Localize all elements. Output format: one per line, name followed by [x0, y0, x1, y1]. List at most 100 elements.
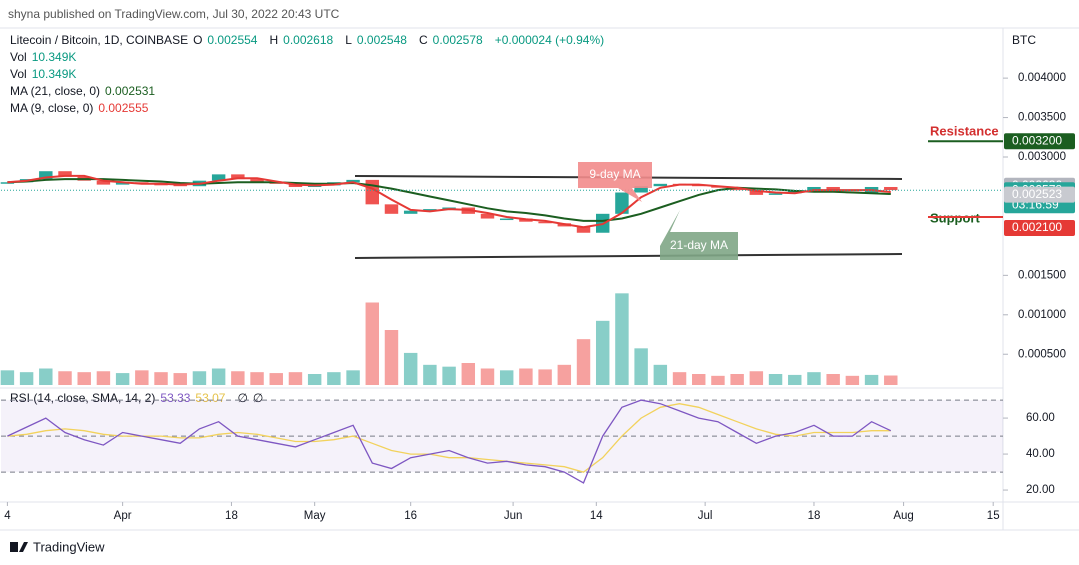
candle — [403, 210, 418, 214]
x-tick-label: May — [304, 510, 326, 522]
volume-bar — [211, 368, 226, 385]
candle — [749, 190, 764, 195]
candle — [211, 174, 226, 181]
candle — [807, 186, 821, 191]
legend-item: ∅ — [237, 391, 247, 405]
volume-bar — [346, 370, 360, 385]
candle — [250, 179, 264, 183]
y-tick-label: 0.001500 — [1018, 269, 1066, 281]
x-tick-label: Apr — [114, 510, 132, 522]
price-badge-label: 0.002100 — [1012, 220, 1062, 234]
y-tick-label: 0.003000 — [1018, 151, 1066, 163]
x-tick-label: 15 — [987, 510, 1000, 522]
candle — [634, 186, 648, 193]
rsi-tick-label: 60.00 — [1026, 412, 1055, 424]
volume-bar — [77, 372, 91, 385]
y-tick-label: 0.003500 — [1018, 112, 1066, 124]
legend-item: Vol — [10, 67, 27, 81]
candle — [653, 183, 668, 187]
volume-bar — [461, 363, 476, 385]
legend-item: 10.349K — [32, 50, 77, 64]
currency: BTC — [1012, 33, 1036, 47]
ma9-label: 9-day MA — [589, 167, 640, 181]
candle — [115, 182, 130, 185]
volume-bar — [269, 373, 283, 385]
volume-bar — [653, 364, 668, 385]
legend-item: ∅ — [253, 391, 263, 405]
volume-bar — [692, 374, 706, 385]
rsi-line — [7, 399, 892, 484]
volume-bar — [288, 372, 303, 385]
candle — [788, 190, 802, 194]
candle — [538, 221, 552, 224]
candle — [231, 174, 245, 180]
price-badge — [1004, 133, 1075, 150]
rsi-sma-line — [7, 403, 891, 473]
x-tick-label: 14 — [590, 510, 603, 522]
volume-bar — [499, 370, 514, 385]
volume-bar — [884, 375, 898, 385]
volume-bar — [519, 368, 533, 385]
x-tick-label: 18 — [808, 510, 821, 522]
legend-item: RSI (14, close, SMA, 14, 2) — [10, 391, 155, 405]
volume-bar — [711, 375, 725, 385]
price-badge — [1004, 220, 1075, 237]
volume-bar — [307, 374, 322, 385]
y-tick-label: 0.004000 — [1018, 72, 1066, 84]
volume-bar — [58, 371, 72, 385]
rsi-tick-label: 20.00 — [1026, 484, 1055, 496]
x-tick-label: Jun — [504, 510, 523, 522]
legend-item: 0.002548 — [357, 33, 407, 47]
candle — [0, 182, 15, 184]
volume-bar — [135, 370, 149, 385]
legend-item: L — [345, 33, 352, 47]
x-tick-label: 18 — [225, 510, 238, 522]
legend-item: 10.349K — [32, 67, 77, 81]
volume-bar — [423, 364, 437, 385]
price-badge-label: 0.002523 — [1012, 187, 1062, 201]
volume-bar — [327, 372, 341, 385]
footer: TradingView — [33, 539, 105, 554]
x-tick-label: Aug — [893, 510, 913, 522]
header: shyna published on TradingView.com, Jul … — [8, 7, 340, 21]
volume-bar — [768, 374, 783, 385]
candle — [768, 193, 783, 195]
volume-bar — [403, 352, 418, 385]
legend-item: 0.002618 — [283, 33, 333, 47]
x-tick-label: 16 — [404, 510, 417, 522]
y-tick-label: 0.001000 — [1018, 309, 1066, 321]
legend-item: 53.33 — [160, 391, 190, 405]
volume-bar — [231, 371, 245, 385]
volume-bar — [595, 320, 610, 385]
legend-item: 53.07 — [195, 391, 225, 405]
volume-bar — [826, 374, 840, 385]
volume-bar — [173, 373, 187, 385]
legend-item: 0.002555 — [98, 101, 148, 115]
volume-bar — [576, 339, 591, 385]
candle — [480, 213, 495, 219]
logo — [10, 542, 28, 552]
candle — [615, 192, 629, 214]
candle — [384, 204, 399, 214]
legend-item: MA (21, close, 0) — [10, 84, 100, 98]
volume-bar — [480, 368, 495, 385]
volume-bar — [115, 373, 130, 385]
candle — [96, 180, 111, 185]
candle — [499, 218, 514, 221]
volume-bar — [845, 375, 860, 385]
legend-item: 0.002578 — [433, 33, 483, 47]
legend-item: 0.002554 — [207, 33, 257, 47]
legend-item: O — [193, 33, 202, 47]
resistance-label: Resistance — [930, 123, 999, 138]
legend-item: MA (9, close, 0) — [10, 101, 93, 115]
candle — [58, 171, 72, 177]
candle — [576, 226, 591, 233]
volume-bar — [442, 366, 456, 385]
volume-bar — [749, 371, 764, 385]
legend-item: Litecoin / Bitcoin, 1D, COINBASE — [10, 33, 188, 47]
candle — [884, 186, 898, 191]
volume-bar — [557, 364, 572, 385]
x-tick-label: 4 — [4, 510, 11, 522]
rsi-tick-label: 40.00 — [1026, 448, 1055, 460]
